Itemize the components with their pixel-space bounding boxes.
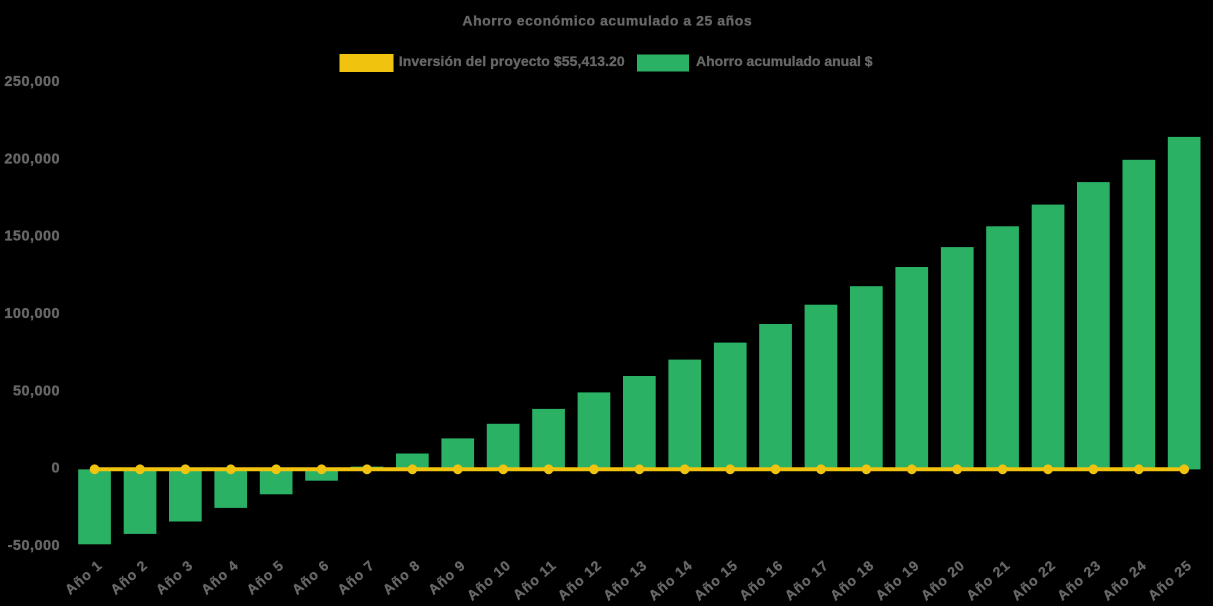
svg-text:50,000: 50,000 [13,383,60,399]
svg-text:Ahorro acumulado anual $: Ahorro acumulado anual $ [696,53,873,69]
svg-text:200,000: 200,000 [4,151,60,167]
svg-text:250,000: 250,000 [4,74,60,90]
svg-text:Ahorro económico acumulado a 2: Ahorro económico acumulado a 25 años [462,12,752,28]
svg-text:100,000: 100,000 [4,306,60,322]
svg-text:0: 0 [51,461,60,477]
svg-text:Inversión del proyecto $55,413: Inversión del proyecto $55,413.20 [399,53,625,69]
svg-text:-50,000: -50,000 [8,538,60,554]
svg-text:150,000: 150,000 [4,229,60,245]
